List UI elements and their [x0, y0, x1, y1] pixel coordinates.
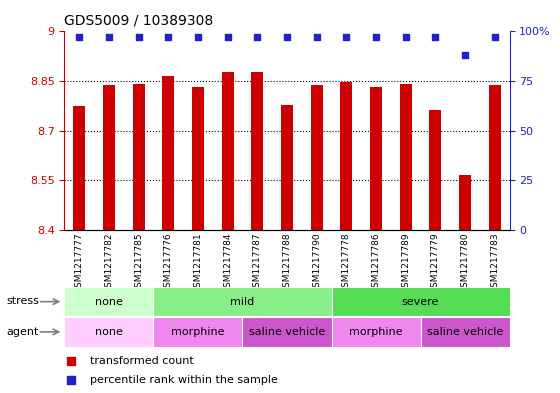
Text: saline vehicle: saline vehicle [249, 327, 325, 337]
Bar [421, 317, 510, 347]
Bar [222, 72, 234, 230]
Point [372, 34, 381, 40]
Bar [153, 287, 332, 316]
Text: severe: severe [402, 297, 439, 307]
Bar [459, 175, 471, 230]
Bar [64, 317, 153, 347]
Bar [370, 87, 382, 230]
Point [66, 358, 75, 364]
Text: GSM1217777: GSM1217777 [74, 232, 84, 293]
Point [491, 34, 500, 40]
Point [223, 34, 232, 40]
Point [282, 34, 291, 40]
Bar [73, 106, 85, 230]
Text: GSM1217790: GSM1217790 [312, 232, 321, 293]
Bar [133, 84, 144, 230]
Text: GSM1217780: GSM1217780 [460, 232, 470, 293]
Point [253, 34, 262, 40]
Bar [332, 287, 510, 316]
Bar [332, 317, 421, 347]
Text: GSM1217776: GSM1217776 [164, 232, 173, 293]
Text: GSM1217785: GSM1217785 [134, 232, 143, 293]
Text: GSM1217783: GSM1217783 [490, 232, 500, 293]
Text: transformed count: transformed count [91, 356, 194, 366]
Text: GSM1217789: GSM1217789 [401, 232, 410, 293]
Bar [489, 85, 501, 230]
Bar [430, 110, 441, 230]
Text: GSM1217784: GSM1217784 [223, 232, 232, 293]
Point [105, 34, 114, 40]
Point [342, 34, 351, 40]
Point [460, 52, 469, 59]
Point [75, 34, 84, 40]
Point [134, 34, 143, 40]
Text: GSM1217786: GSM1217786 [371, 232, 381, 293]
Text: GSM1217781: GSM1217781 [193, 232, 203, 293]
Text: saline vehicle: saline vehicle [427, 327, 503, 337]
Bar [340, 82, 352, 230]
Text: agent: agent [7, 327, 39, 337]
Text: morphine: morphine [349, 327, 403, 337]
Text: stress: stress [7, 296, 40, 307]
Text: none: none [95, 297, 123, 307]
Text: none: none [95, 327, 123, 337]
Bar [64, 287, 153, 316]
Text: GSM1217779: GSM1217779 [431, 232, 440, 293]
Point [66, 377, 75, 384]
Bar [311, 85, 323, 230]
Point [194, 34, 203, 40]
Bar [400, 84, 412, 230]
Point [312, 34, 321, 40]
Bar [192, 87, 204, 230]
Point [164, 34, 173, 40]
Point [401, 34, 410, 40]
Text: GSM1217782: GSM1217782 [104, 232, 114, 293]
Text: GSM1217787: GSM1217787 [253, 232, 262, 293]
Point [431, 34, 440, 40]
Bar [242, 317, 332, 347]
Bar [162, 76, 174, 230]
Text: GDS5009 / 10389308: GDS5009 / 10389308 [64, 13, 214, 28]
Bar [153, 317, 242, 347]
Text: GSM1217788: GSM1217788 [282, 232, 292, 293]
Bar [103, 85, 115, 230]
Text: mild: mild [230, 297, 255, 307]
Text: percentile rank within the sample: percentile rank within the sample [91, 375, 278, 386]
Bar [281, 105, 293, 230]
Text: morphine: morphine [171, 327, 225, 337]
Text: GSM1217778: GSM1217778 [342, 232, 351, 293]
Bar [251, 72, 263, 230]
